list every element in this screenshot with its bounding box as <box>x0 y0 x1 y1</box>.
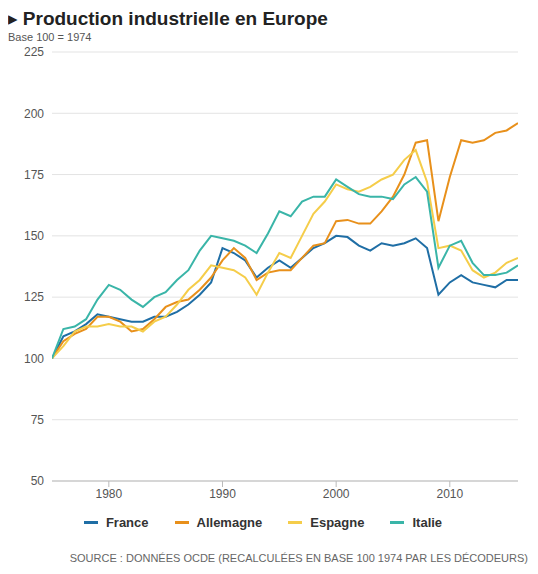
html-text:▸ Production industrielle en E: ▸ Production industrielle en Europe <box>8 8 328 29</box>
svg-text:1980: 1980 <box>95 487 122 501</box>
svg-text:125: 125 <box>24 290 44 304</box>
html-text:Espagne: Espagne <box>310 515 365 530</box>
html-text:Italie: Italie <box>412 515 443 530</box>
svg-text:200: 200 <box>24 107 44 121</box>
html-text:Allemagne: Allemagne <box>196 515 263 530</box>
svg-text:1990: 1990 <box>209 487 236 501</box>
svg-text:175: 175 <box>24 168 44 182</box>
html-text:Base 100 = 1974: Base 100 = 1974 <box>8 31 92 43</box>
svg-text:2010: 2010 <box>436 487 463 501</box>
svg-text:75: 75 <box>31 413 45 427</box>
html-text:SOURCE : DONNÉES OCDE (RECALCU: SOURCE : DONNÉES OCDE (RECALCULÉES EN BA… <box>69 552 528 564</box>
svg-text:50: 50 <box>31 474 45 488</box>
svg-text:100: 100 <box>24 352 44 366</box>
svg-text:225: 225 <box>24 45 44 59</box>
html-text:France: France <box>105 515 149 530</box>
svg-text:2000: 2000 <box>323 487 350 501</box>
svg-text:150: 150 <box>24 229 44 243</box>
